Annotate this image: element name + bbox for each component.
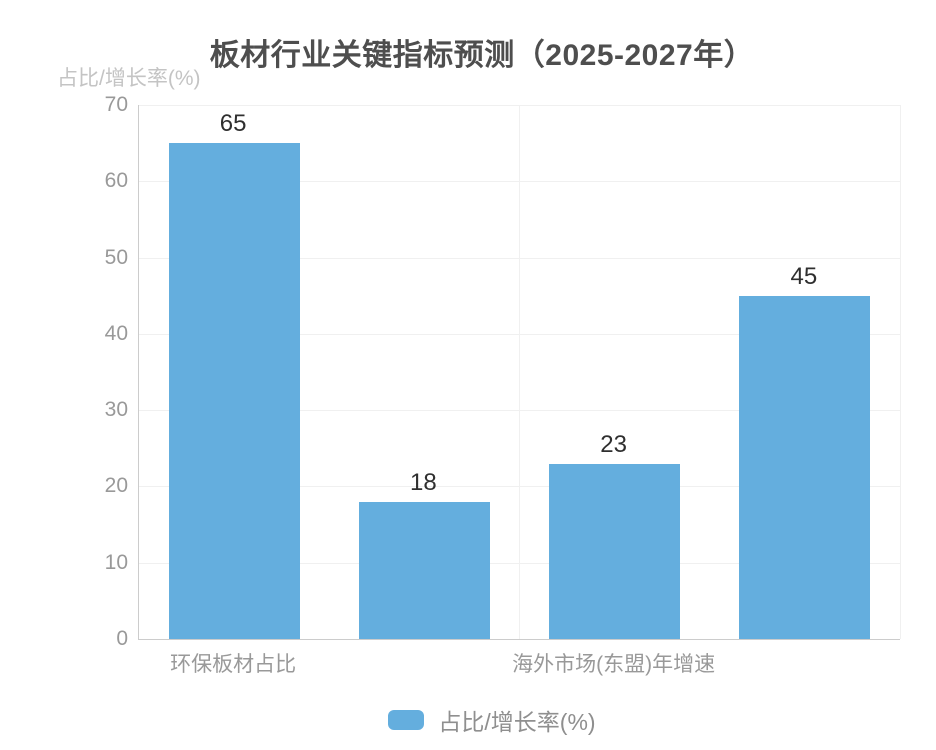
ytick-label-10: 10	[104, 550, 128, 574]
bar-value-label-0: 65	[219, 110, 247, 138]
bar-value-label-2: 23	[600, 430, 627, 458]
gridline-x-middle	[519, 105, 520, 639]
ytick-label-50: 50	[104, 245, 128, 269]
xtick-label-0: 环保板材占比	[170, 653, 297, 676]
ytick-label-20: 20	[104, 474, 128, 498]
plot-area	[138, 105, 901, 640]
chart-title: 板材行业关键指标预测（2025-2027年）	[209, 39, 755, 72]
bar-1[interactable]	[358, 501, 490, 639]
bar-value-label-3: 45	[790, 262, 818, 290]
gridline-x-right	[899, 105, 901, 639]
xtick-label-2: 海外市场(东盟)年增速	[512, 653, 716, 676]
legend-swatch-icon[interactable]	[388, 710, 425, 730]
bar-value-label-1: 18	[410, 468, 437, 496]
legend-label[interactable]: 占比/增长率(%)	[438, 709, 596, 735]
bar-2[interactable]	[549, 463, 681, 639]
ytick-label-70: 70	[104, 93, 128, 116]
bar-0[interactable]	[168, 143, 300, 639]
bar-3[interactable]	[739, 295, 871, 639]
legend[interactable]: 占比/增长率(%)	[0, 703, 936, 737]
ytick-label-30: 30	[104, 398, 128, 422]
ytick-label-40: 40	[104, 321, 128, 345]
ytick-label-60: 60	[104, 169, 128, 193]
y-axis-name: 占比/增长率(%)	[57, 67, 201, 90]
ytick-label-0: 0	[116, 627, 128, 650]
